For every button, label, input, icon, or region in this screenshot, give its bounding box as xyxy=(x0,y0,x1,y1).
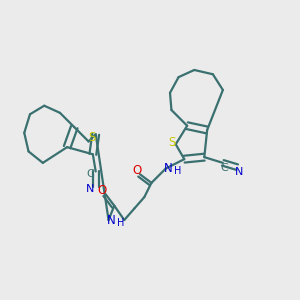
Text: N: N xyxy=(86,184,95,194)
Text: S: S xyxy=(169,136,176,149)
Text: N: N xyxy=(164,162,173,175)
Text: H: H xyxy=(174,167,182,176)
Text: C: C xyxy=(220,163,228,173)
Text: H: H xyxy=(117,218,124,228)
Text: S: S xyxy=(88,131,96,145)
Text: N: N xyxy=(107,214,116,226)
Text: O: O xyxy=(132,164,141,177)
Text: N: N xyxy=(234,167,243,177)
Text: C: C xyxy=(87,169,94,179)
Text: O: O xyxy=(98,184,107,197)
